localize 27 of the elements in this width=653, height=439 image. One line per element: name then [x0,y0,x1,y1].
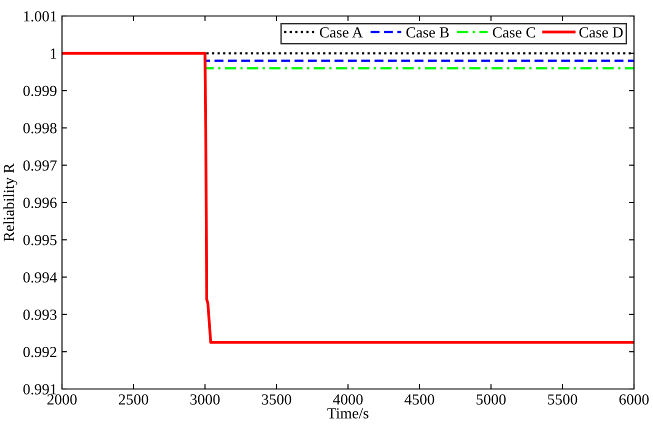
y-tick-label: 0.996 [23,198,57,208]
x-tick-label: 5000 [476,394,506,405]
x-tick-label: 6000 [619,394,649,405]
y-tick-label: 1 [50,48,56,59]
y-tick-label: 0.994 [23,272,57,283]
x-axis-title: Time/s [327,408,368,418]
y-axis-title: Reliability R [3,163,18,242]
y-tick-label: 0.999 [23,86,57,96]
y-tick-label: 0.998 [23,123,57,134]
x-tick-label: 4500 [404,394,434,405]
x-tick-label: 3500 [262,394,292,405]
y-tick-label: 0.995 [23,234,57,246]
y-tick-label: 0.992 [23,346,56,358]
x-tick-label: 2500 [118,394,148,405]
y-tick-label: 0.993 [23,310,57,320]
y-tick-label: 1.001 [24,11,56,22]
y-tick-label: 0.991 [23,384,56,395]
x-tick-label: 3000 [190,394,220,405]
y-tick-label: 0.997 [23,160,57,171]
legend-label: Case C [492,27,536,38]
x-tick-label: 2000 [47,394,77,405]
legend-label: Case A [320,27,363,38]
x-tick-label: 4000 [333,394,363,405]
legend-label: Case D [579,27,623,38]
line-series [62,52,634,344]
legend-label: Case B [406,27,449,38]
x-tick-label: 5500 [548,394,578,405]
